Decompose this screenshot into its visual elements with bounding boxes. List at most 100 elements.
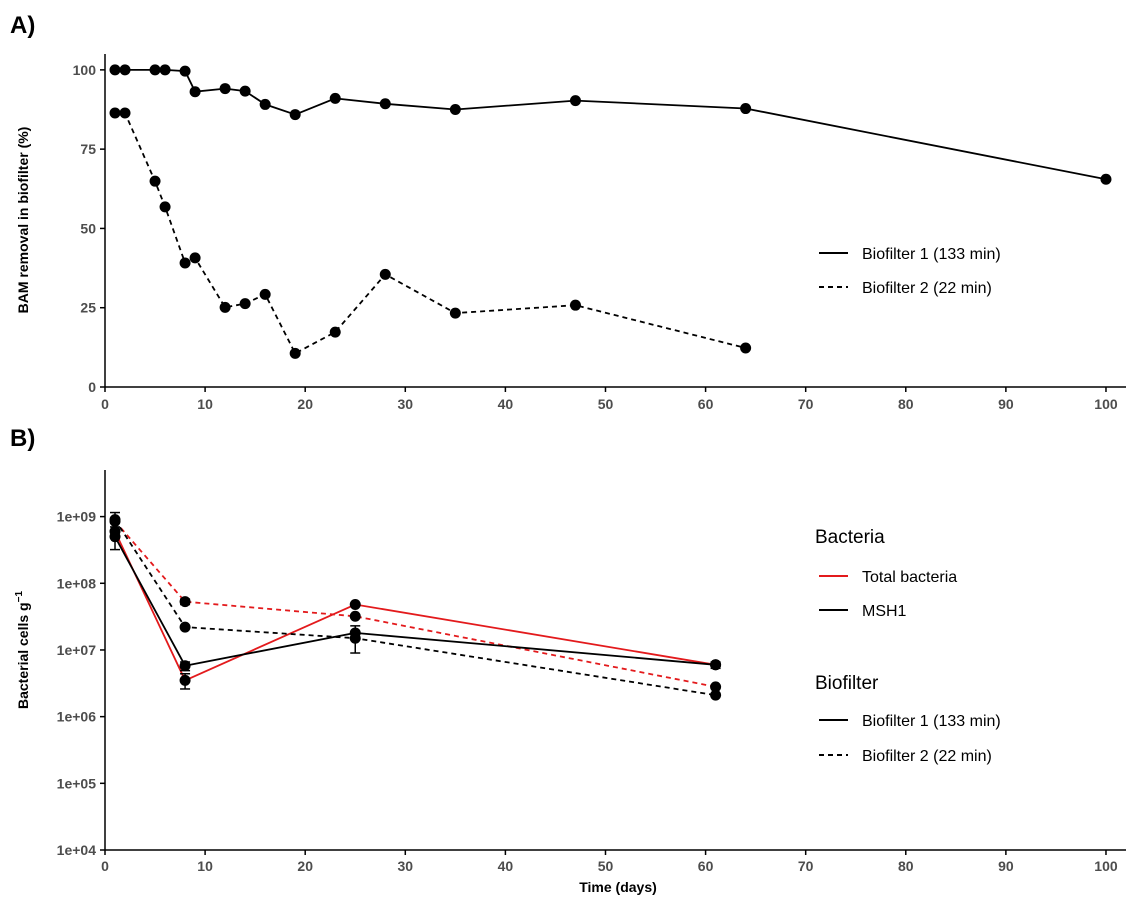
legend-item-total-bacteria: Total bacteria xyxy=(819,569,957,586)
series-line-1 xyxy=(115,69,1107,181)
data-point xyxy=(159,201,171,213)
panel-a-label: A) xyxy=(10,12,35,39)
chart-a-legend-item-2: Biofilter 2 (22 min) xyxy=(819,280,992,297)
data-point xyxy=(179,257,191,269)
data-point xyxy=(329,92,341,104)
x-tick-label: 80 xyxy=(898,396,914,412)
chart-a-x-ticks: 0 10 20 30 40 50 60 70 80 90 100 xyxy=(101,387,1118,412)
data-point xyxy=(569,95,581,107)
data-point xyxy=(740,342,752,354)
data-point xyxy=(109,64,121,76)
legend-label: Biofilter 1 (133 min) xyxy=(862,246,1001,263)
data-point xyxy=(329,326,341,338)
data-point xyxy=(379,98,391,110)
x-tick-label: 90 xyxy=(998,396,1014,412)
x-tick-label: 90 xyxy=(998,858,1014,874)
x-tick-label: 40 xyxy=(498,396,514,412)
y-title-main: Bacterial cells g xyxy=(15,602,31,709)
data-point xyxy=(1100,173,1112,185)
series-line-2 xyxy=(114,520,716,688)
series-line-1 xyxy=(114,531,716,682)
data-point xyxy=(109,531,121,543)
x-tick-label: 60 xyxy=(698,396,714,412)
data-point xyxy=(219,301,231,313)
data-point xyxy=(259,98,271,110)
data-point xyxy=(149,175,161,187)
legend-title-bacteria: Bacteria xyxy=(815,527,885,548)
x-tick-label: 50 xyxy=(598,858,614,874)
legend-label: Total bacteria xyxy=(862,569,957,586)
x-tick-label: 80 xyxy=(898,858,914,874)
chart-b-series xyxy=(109,511,722,701)
y-tick-label: 50 xyxy=(80,220,96,236)
data-point xyxy=(149,64,161,76)
x-tick-label: 20 xyxy=(297,396,313,412)
legend-label: Biofilter 2 (22 min) xyxy=(862,280,992,297)
panel-b-label: B) xyxy=(10,425,35,452)
data-point xyxy=(119,64,131,76)
chart-a-legend: Biofilter 1 (133 min) Biofilter 2 (22 mi… xyxy=(819,246,1001,297)
data-point xyxy=(179,596,191,608)
series-line-4 xyxy=(114,519,716,697)
data-point xyxy=(740,103,752,115)
chart-a: 0 25 50 75 100 0 10 20 30 40 50 60 70 80 90 100 BAM re… xyxy=(15,54,1126,412)
x-tick-label: 30 xyxy=(398,396,414,412)
series-line-2 xyxy=(115,112,746,355)
legend-label: Biofilter 1 (133 min) xyxy=(862,713,1001,730)
data-point xyxy=(219,83,231,95)
data-point xyxy=(289,109,301,121)
x-tick-label: 60 xyxy=(698,858,714,874)
data-point xyxy=(569,299,581,311)
y-title-superscript: −1 xyxy=(14,591,25,603)
data-point xyxy=(710,681,722,693)
data-point xyxy=(179,621,191,633)
data-point xyxy=(109,107,121,119)
chart-a-legend-item-1: Biofilter 1 (133 min) xyxy=(819,246,1001,263)
chart-a-series xyxy=(109,64,1112,359)
data-point xyxy=(119,107,131,119)
series-line-3 xyxy=(114,536,716,667)
y-tick-label: 75 xyxy=(80,141,96,157)
chart-b-x-ticks: 0 10 20 30 40 50 60 70 80 90 100 xyxy=(101,850,1118,874)
chart-a-y-axis-title: BAM removal in biofilter (%) xyxy=(15,127,31,314)
x-tick-label: 70 xyxy=(798,858,814,874)
data-point xyxy=(159,64,171,76)
y-tick-label: 1e+09 xyxy=(57,509,97,525)
legend-item-biofilter-1: Biofilter 1 (133 min) xyxy=(819,713,1001,730)
x-tick-label: 0 xyxy=(101,396,109,412)
data-point xyxy=(189,252,201,264)
data-point xyxy=(289,347,301,359)
y-tick-label: 100 xyxy=(73,62,97,78)
x-tick-label: 100 xyxy=(1094,858,1118,874)
x-tick-label: 100 xyxy=(1094,396,1118,412)
data-point xyxy=(349,599,361,611)
data-point xyxy=(189,86,201,98)
data-point xyxy=(710,689,722,701)
data-point xyxy=(179,65,191,77)
chart-a-y-ticks: 0 25 50 75 100 xyxy=(73,62,105,395)
y-tick-label: 1e+05 xyxy=(57,775,97,791)
chart-b-x-axis-title: Time (days) xyxy=(579,879,657,895)
y-tick-label: 1e+08 xyxy=(57,575,97,591)
x-tick-label: 70 xyxy=(798,396,814,412)
data-point xyxy=(449,104,461,115)
legend-item-msh1: MSH1 xyxy=(819,603,907,620)
data-point xyxy=(179,660,191,672)
y-tick-label: 1e+06 xyxy=(57,709,97,725)
x-tick-label: 50 xyxy=(598,396,614,412)
data-point xyxy=(109,514,121,526)
data-point xyxy=(449,307,461,319)
y-tick-label: 1e+04 xyxy=(57,842,97,858)
x-tick-label: 40 xyxy=(498,858,514,874)
data-point xyxy=(379,268,391,280)
x-tick-label: 30 xyxy=(398,858,414,874)
x-tick-label: 10 xyxy=(197,396,213,412)
data-point xyxy=(710,659,722,671)
chart-b-legend: Bacteria Total bacteria MSH1 Biofilter B… xyxy=(815,527,1001,765)
legend-label: Biofilter 2 (22 min) xyxy=(862,748,992,765)
data-point xyxy=(349,610,361,622)
data-point xyxy=(259,288,271,300)
x-tick-label: 10 xyxy=(197,858,213,874)
y-tick-label: 0 xyxy=(88,379,96,395)
